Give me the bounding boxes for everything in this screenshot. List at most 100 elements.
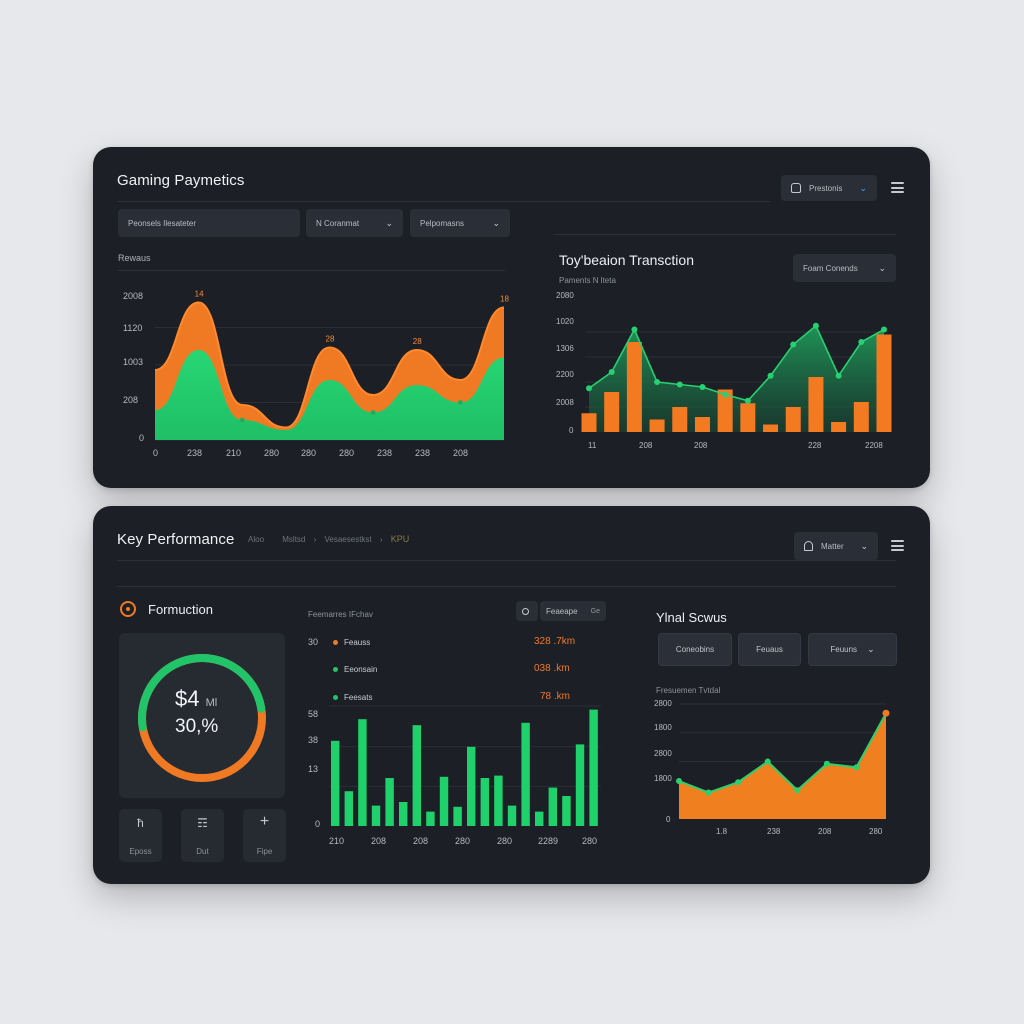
- chevron-down-icon: ⌄: [878, 262, 886, 273]
- y-tick: 2080: [556, 291, 574, 300]
- search-button[interactable]: [516, 601, 538, 621]
- filter-label: N Coranmat: [316, 218, 360, 228]
- data-point: [370, 410, 376, 415]
- user-dropdown-label: Matter: [821, 541, 844, 551]
- y-tick: 0: [569, 426, 574, 435]
- bar: [535, 811, 544, 826]
- data-point: [676, 778, 682, 785]
- filter-dropdown[interactable]: Feaeape Ge: [540, 601, 606, 621]
- tile-button-1[interactable]: ħ Eposs: [119, 809, 162, 862]
- data-point: [835, 372, 842, 379]
- combo-chart-dropdown[interactable]: Foam Conends ⌄: [793, 254, 896, 282]
- user-dropdown-label: Prestonis: [809, 183, 843, 193]
- data-point: [586, 385, 592, 392]
- hamburger-menu-icon[interactable]: [891, 540, 904, 551]
- data-point: [631, 326, 638, 333]
- y-tick: 2200: [556, 370, 574, 379]
- bar: [589, 709, 598, 826]
- data-point: [790, 341, 797, 348]
- bar: [507, 805, 517, 826]
- legend-item: Feesats: [333, 692, 372, 702]
- legend-value: 328 .7km: [534, 636, 576, 647]
- breadcrumb-item[interactable]: KPU: [390, 534, 410, 544]
- breadcrumb-item[interactable]: Aloo: [248, 535, 265, 544]
- bar: [575, 744, 585, 826]
- bar: [467, 746, 476, 826]
- y-tick: 1306: [556, 344, 574, 353]
- x-tick: 280: [582, 836, 598, 846]
- plus-icon: +: [259, 813, 270, 830]
- bar: [399, 802, 408, 826]
- y-tick: 30: [308, 637, 319, 647]
- bar: [426, 811, 435, 826]
- bar: [672, 407, 688, 432]
- bar: [412, 725, 422, 826]
- filter-dropdown-2[interactable]: N Coranmat ⌄: [306, 209, 403, 237]
- gauge-value: $4 Ml: [175, 686, 217, 712]
- legend-label: Feesats: [344, 693, 373, 702]
- bar: [371, 805, 381, 826]
- x-tick: 210: [226, 448, 242, 458]
- user-dropdown[interactable]: Prestonis ⌄: [781, 175, 877, 201]
- gauge-value-main: $4: [175, 686, 200, 711]
- panel-title: Key Performance: [117, 531, 235, 548]
- chevron-down-icon: ⌄: [860, 540, 868, 551]
- data-point: [853, 764, 860, 771]
- data-point: [858, 339, 865, 345]
- bar: [581, 413, 597, 432]
- area-chart-label: Rewaus: [118, 253, 151, 263]
- filter-button-1[interactable]: Coneobins: [658, 633, 732, 666]
- transaction-combo-chart: [581, 322, 892, 432]
- y-tick: 0: [139, 433, 145, 443]
- bar: [853, 402, 869, 432]
- filter-label: Peonsels Ilesateter: [128, 218, 197, 228]
- bar-chart-header: Feemarres IFchav: [308, 610, 373, 619]
- x-tick: 11: [588, 441, 597, 450]
- bar: [358, 719, 367, 826]
- filter-button-2[interactable]: Feuaus: [738, 633, 801, 666]
- filter-dropdown-1[interactable]: Peonsels Ilesateter: [118, 209, 300, 237]
- legend-dot: [333, 695, 338, 701]
- user-icon: [791, 183, 801, 193]
- bar: [494, 775, 503, 826]
- data-point: [699, 384, 706, 390]
- x-tick: 228: [808, 441, 822, 450]
- x-tick: 280: [301, 448, 317, 458]
- peak-label: 28: [326, 335, 335, 344]
- bar: [785, 407, 801, 432]
- y-tick: 38: [308, 735, 319, 745]
- tile-button-2[interactable]: ☶ Dut: [181, 809, 224, 862]
- y-tick: 2800: [654, 699, 672, 708]
- data-point: [823, 760, 830, 767]
- bar: [562, 796, 571, 826]
- legend-dot: [333, 667, 338, 673]
- filter-badge: Ge: [590, 607, 600, 615]
- orange-area: [679, 713, 886, 819]
- tile-button-3[interactable]: + Fipe: [243, 809, 286, 862]
- bar: [626, 342, 642, 432]
- data-point: [239, 417, 245, 423]
- y-tick: 13: [308, 764, 319, 774]
- y-tick: 1800: [654, 723, 672, 732]
- legend-dot: [333, 640, 338, 646]
- x-tick: 238: [767, 827, 781, 836]
- breadcrumb-item[interactable]: Vesaesestkst: [324, 535, 372, 544]
- bar: [521, 722, 530, 826]
- bar: [649, 419, 665, 432]
- filter-dropdown-3[interactable]: Pelpomasns ⌄: [410, 209, 510, 237]
- y-tick: 208: [123, 395, 139, 405]
- gauge-section-title: Formuction: [148, 602, 214, 617]
- hamburger-menu-icon[interactable]: [891, 182, 904, 193]
- x-tick: 280: [869, 827, 883, 836]
- x-tick: 0: [153, 448, 159, 458]
- chevron-down-icon: ⌄: [385, 217, 393, 228]
- breadcrumb-item[interactable]: Msltsd: [282, 535, 306, 544]
- bar: [548, 787, 558, 826]
- filter-button-3[interactable]: Feuuns ⌄: [808, 633, 897, 666]
- target-icon: [120, 601, 136, 617]
- feature-bar-chart: [329, 705, 601, 826]
- hash-icon: ħ: [137, 816, 144, 830]
- user-dropdown[interactable]: Matter ⌄: [794, 532, 878, 560]
- legend-label: Feauss: [344, 638, 371, 647]
- grid-icon: ☶: [197, 816, 208, 830]
